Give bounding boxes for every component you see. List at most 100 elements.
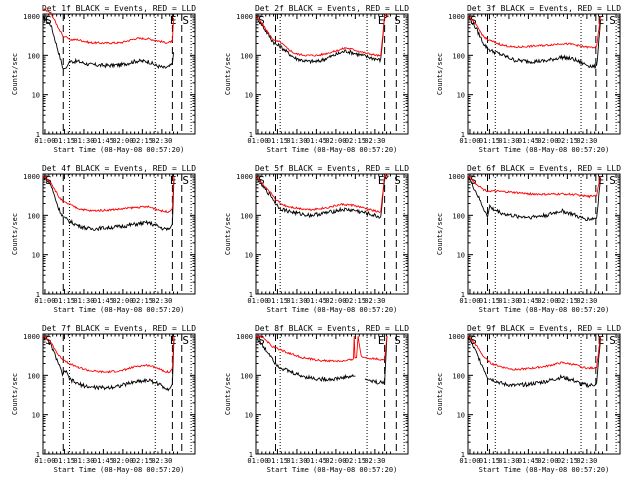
y-tick-label: 1 bbox=[36, 131, 40, 139]
y-axis-label: Counts/sec bbox=[436, 53, 444, 95]
detector-panel-4: Det 4f BLACK = Events, RED = LLD 1 10 100 10… bbox=[11, 164, 196, 314]
x-tick-label: 01:00 bbox=[459, 297, 480, 305]
y-tick-label: 100 bbox=[240, 212, 253, 220]
x-axis-label: Start Time (08-May-08 00:57:20) bbox=[479, 306, 610, 314]
y-tick-label: 100 bbox=[452, 52, 465, 60]
y-tick-label: 100 bbox=[452, 372, 465, 380]
panel-title: Det 4f BLACK = Events, RED = LLD bbox=[42, 164, 196, 173]
series-line-events bbox=[467, 15, 601, 69]
x-tick-label: 01:15 bbox=[54, 457, 75, 465]
x-tick-label: 01:00 bbox=[247, 457, 268, 465]
detector-panel-2: Det 2f BLACK = Events, RED = LLD 1 10 100 10… bbox=[224, 4, 409, 154]
y-axis-label: Counts/sec bbox=[224, 213, 232, 255]
y-tick-label: 1 bbox=[249, 131, 253, 139]
y-tick-label: 10 bbox=[245, 252, 253, 260]
marker-e: E bbox=[378, 174, 385, 187]
y-tick-label: 1 bbox=[249, 291, 253, 299]
x-tick-label: 02:00 bbox=[112, 457, 133, 465]
x-tick-label: 02:15 bbox=[345, 297, 366, 305]
marker-s: S bbox=[609, 334, 616, 347]
y-tick-label: 1 bbox=[36, 291, 40, 299]
marker-s: S bbox=[470, 174, 477, 187]
x-tick-label: 02:15 bbox=[132, 457, 153, 465]
marker-s: S bbox=[182, 14, 189, 27]
x-tick-label: 02:00 bbox=[537, 457, 558, 465]
marker-s: S bbox=[182, 174, 189, 187]
x-tick-label: 02:15 bbox=[557, 297, 578, 305]
y-axis-label: Counts/sec bbox=[11, 373, 19, 415]
x-tick-label: 01:00 bbox=[247, 137, 268, 145]
y-tick-label: 1000 bbox=[23, 13, 40, 21]
series-line-lld bbox=[42, 8, 175, 45]
y-tick-label: 10 bbox=[32, 92, 40, 100]
marker-s: S bbox=[609, 174, 616, 187]
x-tick-label: 02:30 bbox=[364, 297, 385, 305]
x-tick-label: 01:45 bbox=[518, 457, 539, 465]
x-tick-label: 02:15 bbox=[557, 457, 578, 465]
y-tick-label: 10 bbox=[245, 92, 253, 100]
x-tick-label: 01:30 bbox=[286, 457, 307, 465]
x-tick-label: 01:15 bbox=[267, 297, 288, 305]
y-tick-label: 1000 bbox=[23, 333, 40, 341]
y-tick-label: 1000 bbox=[448, 333, 465, 341]
series-line-events bbox=[255, 14, 389, 65]
series-line-events bbox=[42, 336, 175, 392]
marker-s: S bbox=[258, 174, 265, 187]
x-tick-label: 02:00 bbox=[112, 297, 133, 305]
detector-panel-5: Det 5f BLACK = Events, RED = LLD 1 10 100 10… bbox=[224, 164, 409, 314]
panel-title: Det 8f BLACK = Events, RED = LLD bbox=[255, 324, 409, 333]
y-tick-label: 100 bbox=[240, 52, 253, 60]
panel-title: Det 7f BLACK = Events, RED = LLD bbox=[42, 324, 196, 333]
y-axis-label: Counts/sec bbox=[11, 53, 19, 95]
panel-title: Det 5f BLACK = Events, RED = LLD bbox=[255, 164, 409, 173]
x-tick-label: 02:00 bbox=[325, 457, 346, 465]
x-tick-label: 01:00 bbox=[247, 297, 268, 305]
y-tick-label: 10 bbox=[457, 252, 465, 260]
y-tick-label: 10 bbox=[32, 252, 40, 260]
x-tick-label: 01:30 bbox=[498, 457, 519, 465]
x-tick-label: 01:00 bbox=[459, 457, 480, 465]
x-tick-label: 02:30 bbox=[576, 297, 597, 305]
x-tick-label: 01:15 bbox=[54, 137, 75, 145]
series-line-events bbox=[255, 335, 356, 383]
x-tick-label: 02:15 bbox=[557, 137, 578, 145]
series-line-lld bbox=[42, 335, 175, 374]
x-tick-label: 02:30 bbox=[151, 297, 172, 305]
marker-s: S bbox=[45, 14, 52, 27]
y-tick-label: 10 bbox=[457, 92, 465, 100]
x-tick-label: 01:30 bbox=[498, 137, 519, 145]
x-tick-label: 02:15 bbox=[345, 137, 366, 145]
y-tick-label: 10 bbox=[245, 412, 253, 420]
x-tick-label: 01:30 bbox=[286, 297, 307, 305]
marker-s: S bbox=[258, 334, 265, 347]
x-tick-label: 02:30 bbox=[364, 457, 385, 465]
x-tick-label: 01:45 bbox=[518, 137, 539, 145]
x-tick-label: 01:15 bbox=[479, 457, 500, 465]
series-line-lld bbox=[42, 174, 175, 213]
x-tick-label: 01:30 bbox=[73, 457, 94, 465]
x-tick-label: 01:30 bbox=[73, 137, 94, 145]
marker-s: S bbox=[182, 334, 189, 347]
series-line-events bbox=[364, 335, 388, 385]
marker-s: S bbox=[394, 174, 401, 187]
marker-e: E bbox=[378, 334, 385, 347]
x-tick-label: 01:45 bbox=[306, 137, 327, 145]
x-tick-label: 01:00 bbox=[459, 137, 480, 145]
y-tick-label: 100 bbox=[27, 212, 40, 220]
x-tick-label: 02:15 bbox=[132, 297, 153, 305]
series-line-lld bbox=[467, 175, 601, 199]
y-tick-label: 1000 bbox=[236, 333, 253, 341]
plot-frame bbox=[255, 13, 409, 135]
y-tick-label: 100 bbox=[27, 372, 40, 380]
panel-title: Det 6f BLACK = Events, RED = LLD bbox=[467, 164, 621, 173]
series-line-events bbox=[42, 175, 175, 232]
x-tick-label: 01:15 bbox=[479, 297, 500, 305]
x-tick-label: 02:30 bbox=[576, 457, 597, 465]
x-tick-label: 02:30 bbox=[151, 137, 172, 145]
series-line-events bbox=[467, 334, 601, 389]
x-tick-label: 01:30 bbox=[498, 297, 519, 305]
series-line-events bbox=[255, 174, 389, 219]
x-axis-label: Start Time (08-May-08 00:57:20) bbox=[54, 306, 185, 314]
x-tick-label: 01:15 bbox=[267, 457, 288, 465]
